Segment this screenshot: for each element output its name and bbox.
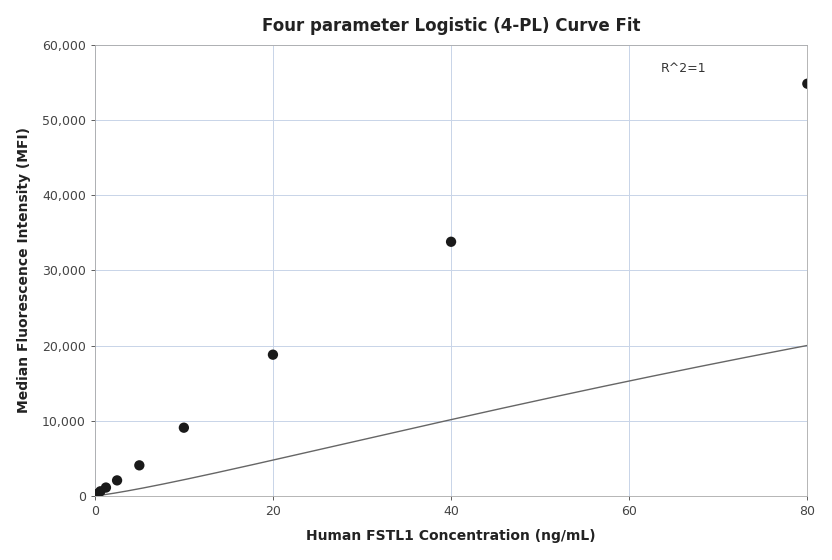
Point	[800, 79, 814, 88]
Point	[91, 489, 104, 498]
Point	[94, 487, 107, 496]
Point	[266, 350, 280, 359]
Point	[444, 237, 458, 246]
X-axis label: Human FSTL1 Concentration (ng/mL): Human FSTL1 Concentration (ng/mL)	[306, 529, 596, 543]
Text: R^2=1: R^2=1	[661, 62, 706, 75]
Y-axis label: Median Fluorescence Intensity (MFI): Median Fluorescence Intensity (MFI)	[17, 127, 31, 413]
Point	[99, 483, 112, 492]
Point	[90, 491, 103, 500]
Title: Four parameter Logistic (4-PL) Curve Fit: Four parameter Logistic (4-PL) Curve Fit	[262, 17, 641, 35]
Point	[132, 461, 146, 470]
Point	[111, 476, 124, 485]
Point	[177, 423, 191, 432]
